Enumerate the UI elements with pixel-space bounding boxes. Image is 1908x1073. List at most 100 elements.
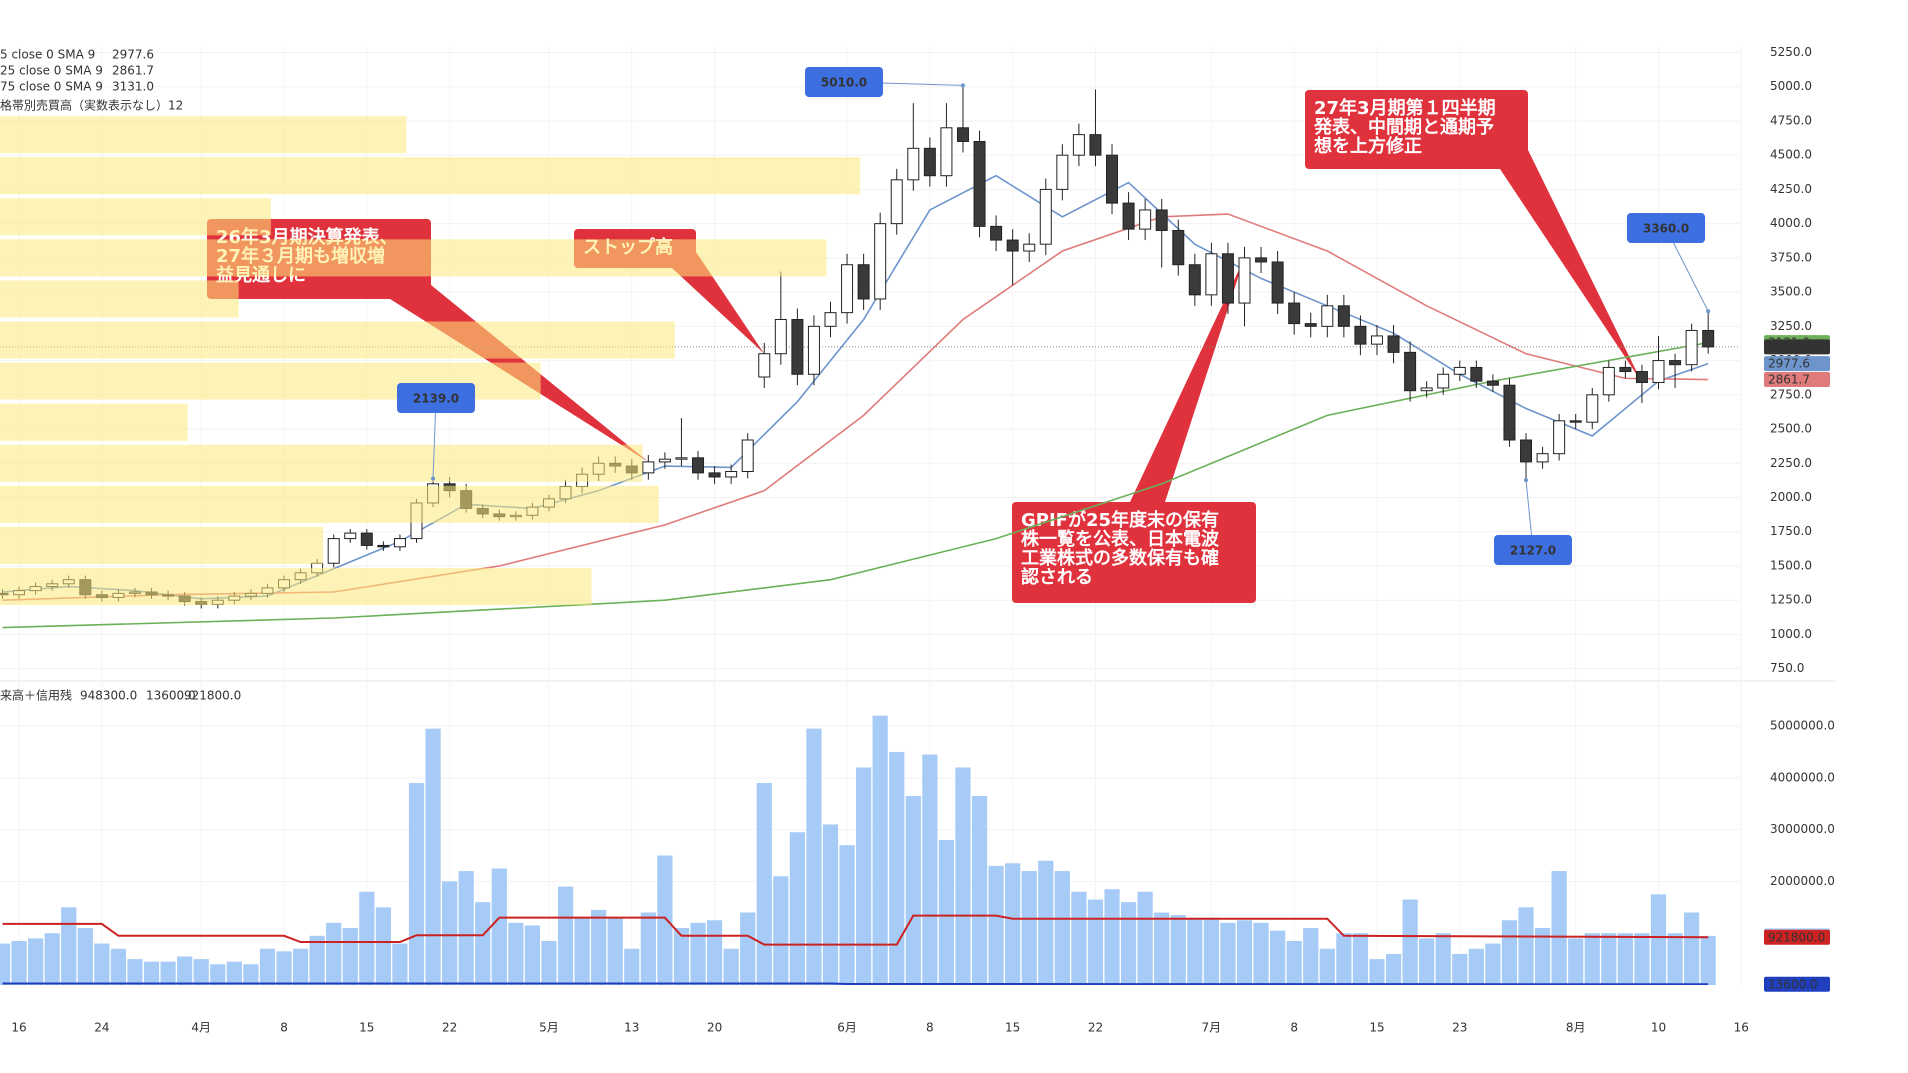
axis-badge [1764,356,1830,372]
x-tick-label: 8 [926,1021,934,1035]
volume-bar [889,751,905,985]
volume-bar [491,868,507,985]
y-tick-label: 5000000.0 [1770,719,1835,733]
profile-bar [0,116,407,154]
volume-bar [938,839,955,985]
volume-bar [905,795,921,985]
volume-bar [110,948,127,985]
volume-bar [375,907,391,985]
volume-bar [1021,871,1037,985]
volume-bar [657,855,673,985]
volume-bar [1485,943,1501,985]
candle-body [327,538,340,564]
candle-body [1122,202,1135,230]
candle-body [758,353,771,378]
profile-bar [0,321,675,359]
y-tick-label: 2000.0 [1770,490,1812,504]
volume-bar [872,715,888,985]
x-tick-label: 5月 [539,1021,559,1035]
y-tick-label: 1750.0 [1770,524,1812,538]
volume-bar [1236,920,1253,985]
candle-body [692,457,705,474]
volume-bar [326,922,342,985]
volume-bar [1568,938,1584,985]
volume-bar [856,767,872,985]
volume-bar [673,928,690,985]
volume-bar [0,943,11,985]
price-label-box [1627,213,1705,243]
volume-bar [1203,917,1219,985]
volume-bar [160,961,176,985]
callout-tail [672,252,765,354]
y-tick-label: 2500.0 [1770,422,1812,436]
volume-bar [177,956,193,985]
y-tick-label: 4500.0 [1770,148,1812,162]
candle-body [1536,453,1549,463]
x-tick-label: 4月 [191,1021,211,1035]
volume-bar [1684,912,1700,985]
candle-body [841,264,854,314]
volume-bar [1286,940,1302,985]
candle-body [1503,384,1516,441]
candle-body [1652,360,1665,383]
callout-box [1305,90,1528,169]
volume-bar [1054,871,1070,985]
volume-bar [1071,891,1087,985]
x-tick-label: 15 [359,1021,374,1035]
y-tick-label: 4250.0 [1770,182,1812,196]
volume-bar [508,922,524,985]
volume-bar [1650,894,1667,985]
y-tick-label: 1250.0 [1770,593,1812,607]
x-tick-label: 10 [1651,1021,1666,1035]
x-tick-label: 8 [1290,1021,1298,1035]
price-label-box [397,383,475,413]
candle-body [1685,329,1698,366]
volume-bar [1087,899,1104,985]
volume-bar [94,943,110,985]
volume-bar [1634,933,1650,985]
candle-body [1089,134,1102,156]
y-tick-label: 2750.0 [1770,387,1812,401]
x-tick-label: 24 [94,1021,109,1035]
volume-bar [193,959,209,985]
volume-bar [557,886,574,985]
candle-body [741,439,754,472]
legend-value: 2861.7 [112,64,154,78]
volume-bar [1402,899,1418,985]
volume-bar [408,783,425,985]
y-tick-label: 5000.0 [1770,79,1812,93]
profile-bar [0,485,659,523]
volume-bar [1220,922,1236,985]
volume-bar [1551,871,1567,985]
callout-tail [1500,150,1642,383]
volume-bar [1253,922,1269,985]
volume-legend-title: 来高＋信用残 [0,688,72,703]
volume-bar [723,948,739,985]
volume-bar [342,928,358,985]
x-tick-label: 15 [1369,1021,1384,1035]
candle-body [1238,257,1251,304]
volume-bar [475,902,491,985]
candle-body [1370,335,1383,345]
volume-bar [1617,933,1633,985]
candle-body [890,179,903,225]
volume-bar [1468,948,1484,985]
volume-bar [1038,860,1054,985]
margin-line [2,982,1709,985]
y-tick-label: 4000.0 [1770,216,1812,230]
volume-bar [1700,935,1716,985]
volume-bar [1369,959,1385,985]
y-tick-label: 5250.0 [1770,45,1812,59]
axis-badge-text: 3100.0 [1768,340,1810,354]
candle-body [1470,366,1483,382]
legend-label: 75 close 0 SMA 9 [0,80,103,94]
candle-body [1205,253,1218,296]
candle-body [708,472,721,478]
candle-body [774,318,787,355]
candle-body [874,223,887,300]
volume-bar [541,940,557,985]
price-label-box [805,67,883,97]
candle-body [1520,439,1533,463]
y-tick-label: 4750.0 [1770,113,1812,127]
volume-bar [773,876,789,985]
